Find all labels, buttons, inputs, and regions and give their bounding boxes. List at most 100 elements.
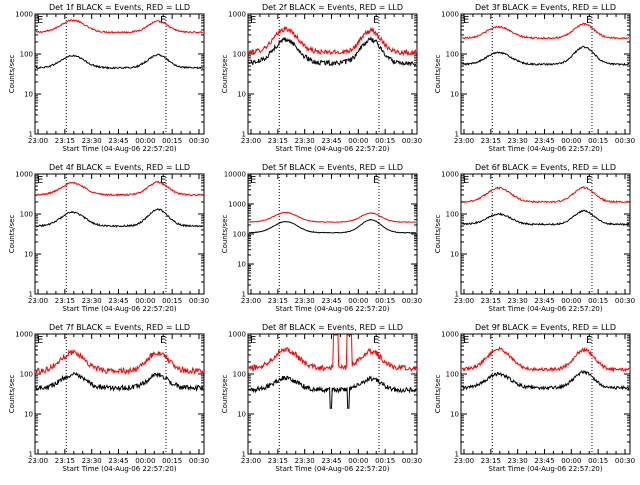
y-tick-label: 1 [242, 451, 246, 459]
y-tick-label: 100 [233, 231, 246, 239]
x-axis-label: Start Time (04-Aug-06 22:57:20) [488, 145, 602, 153]
y-tick-label: 1 [455, 291, 459, 299]
y-tick-label: 1000 [15, 171, 33, 179]
panel-title: Det 3f BLACK = Events, RED = LLD [475, 3, 616, 12]
series-line-black [35, 53, 204, 70]
x-tick-label: 23:00 [241, 297, 261, 305]
y-tick-label: 10 [237, 411, 246, 419]
panel-title: Det 2f BLACK = Events, RED = LLD [262, 3, 403, 12]
x-tick-label: 00:15 [162, 457, 182, 465]
x-tick-label: 23:00 [454, 137, 474, 145]
e-marker: E [373, 15, 379, 26]
series-line-red [461, 346, 630, 373]
plot-frame [247, 173, 418, 295]
x-tick-label: 23:15 [55, 457, 75, 465]
e-marker: E [463, 15, 469, 26]
x-tick-label: 23:00 [28, 297, 48, 305]
series-line-red [461, 185, 630, 204]
y-tick-label: 10 [450, 251, 459, 259]
detector-panel: Det 2f BLACK = Events, RED = LLD 1 10 100 10… [221, 3, 422, 153]
y-tick-label: 1000 [15, 331, 33, 339]
y-axis-label: Counts/sec [8, 215, 16, 254]
x-tick-label: 23:45 [108, 457, 128, 465]
plot-frame [34, 173, 205, 295]
y-axis-label: Counts/sec [221, 55, 229, 94]
x-tick-label: 00:00 [135, 137, 155, 145]
y-tick-label: 1000 [228, 11, 246, 19]
e-marker: E [373, 335, 379, 346]
y-tick-label: 10 [450, 411, 459, 419]
x-tick-label: 23:15 [55, 297, 75, 305]
x-tick-label: 00:30 [189, 457, 209, 465]
y-tick-label: 1000 [228, 201, 246, 209]
y-axis-label: Counts/sec [434, 215, 442, 254]
panel-title: Det 7f BLACK = Events, RED = LLD [49, 323, 190, 332]
x-tick-label: 00:15 [588, 297, 608, 305]
e-marker: E [586, 335, 592, 346]
x-tick-label: 23:45 [108, 137, 128, 145]
y-tick-label: 1000 [441, 331, 459, 339]
e-marker: E [37, 15, 43, 26]
y-tick-label: 10 [237, 261, 246, 269]
e-marker: E [586, 175, 592, 186]
x-tick-label: 23:45 [534, 457, 554, 465]
panel-title: Det 9f BLACK = Events, RED = LLD [475, 323, 616, 332]
x-tick-label: 23:15 [268, 457, 288, 465]
e-marker: E [160, 175, 166, 186]
x-tick-label: 00:30 [402, 137, 422, 145]
x-tick-label: 23:30 [508, 297, 528, 305]
x-tick-label: 00:15 [375, 297, 395, 305]
y-tick-label: 10000 [224, 171, 246, 179]
x-axis-label: Start Time (04-Aug-06 22:57:20) [488, 305, 602, 313]
x-tick-label: 23:15 [268, 297, 288, 305]
detector-panel: Det 5f BLACK = Events, RED = LLD 1 10 100 10… [221, 163, 422, 313]
detector-panel: Det 7f BLACK = Events, RED = LLD 1 10 100 10… [8, 323, 209, 473]
panel-title: Det 4f BLACK = Events, RED = LLD [49, 163, 190, 172]
x-tick-label: 00:00 [135, 297, 155, 305]
x-axis-label: Start Time (04-Aug-06 22:57:20) [275, 465, 389, 473]
plot-frame [247, 13, 418, 135]
e-marker: E [373, 175, 379, 186]
y-tick-label: 10 [237, 91, 246, 99]
x-axis-label: Start Time (04-Aug-06 22:57:20) [275, 145, 389, 153]
series-line-red [35, 19, 204, 34]
detector-panel: Det 9f BLACK = Events, RED = LLD 1 10 100 10… [434, 323, 635, 473]
plot-frame [34, 333, 205, 455]
x-tick-label: 00:00 [561, 297, 581, 305]
x-axis-label: Start Time (04-Aug-06 22:57:20) [62, 305, 176, 313]
x-tick-label: 00:15 [162, 137, 182, 145]
x-tick-label: 23:30 [82, 137, 102, 145]
x-tick-label: 23:45 [321, 457, 341, 465]
y-axis-label: Counts/sec [8, 55, 16, 94]
x-axis-label: Start Time (04-Aug-06 22:57:20) [62, 465, 176, 473]
x-tick-label: 23:15 [481, 457, 501, 465]
x-axis-label: Start Time (04-Aug-06 22:57:20) [488, 465, 602, 473]
y-tick-label: 1000 [441, 11, 459, 19]
plot-frame [460, 173, 631, 295]
x-tick-label: 23:30 [82, 457, 102, 465]
y-tick-label: 1000 [441, 171, 459, 179]
series-line-red [248, 211, 417, 223]
x-tick-label: 23:45 [534, 137, 554, 145]
series-line-black [248, 218, 417, 234]
y-tick-label: 100 [446, 371, 459, 379]
y-tick-label: 1 [242, 291, 246, 299]
x-tick-label: 23:45 [534, 297, 554, 305]
series-line-red [248, 26, 417, 57]
x-axis-label: Start Time (04-Aug-06 22:57:20) [275, 305, 389, 313]
panel-title: Det 5f BLACK = Events, RED = LLD [262, 163, 403, 172]
y-tick-label: 10 [24, 251, 33, 259]
e-marker: E [250, 15, 256, 26]
y-tick-label: 1 [29, 451, 33, 459]
y-axis-label: Counts/sec [8, 375, 16, 414]
x-tick-label: 23:30 [508, 457, 528, 465]
x-tick-label: 23:30 [295, 457, 315, 465]
x-tick-label: 23:00 [454, 297, 474, 305]
e-marker: E [586, 15, 592, 26]
e-marker: E [160, 15, 166, 26]
detector-panel: Det 3f BLACK = Events, RED = LLD 1 10 100 10… [434, 3, 635, 153]
x-tick-label: 23:45 [321, 137, 341, 145]
detector-panel: Det 1f BLACK = Events, RED = LLD 1 10 100 10… [8, 3, 209, 153]
series-line-red [35, 349, 204, 376]
